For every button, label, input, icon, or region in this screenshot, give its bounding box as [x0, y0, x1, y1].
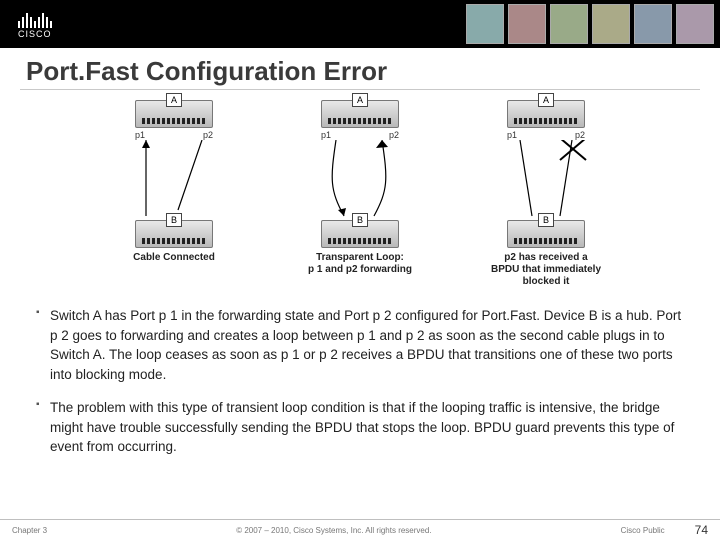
wires-panel-1: [114, 140, 234, 220]
switch-a-icon: A: [321, 100, 399, 128]
logo-bars-icon: [18, 10, 52, 28]
port-p2: p2: [389, 130, 399, 140]
footer-chapter: Chapter 3: [12, 526, 47, 535]
wires-panel-2: [300, 140, 420, 220]
switch-b-icon: B: [507, 220, 585, 248]
banner-photos: [466, 0, 720, 48]
diagram-row: A p1 p2 B Cable Connected A p1 p2: [0, 100, 720, 288]
switch-label-b: B: [538, 213, 554, 227]
switch-label-a: A: [352, 93, 368, 107]
diagram-panel-2: A p1 p2 B Transparent Loop: p 1 and p2 f…: [285, 100, 435, 288]
diagram-panel-1: A p1 p2 B Cable Connected: [99, 100, 249, 288]
logo-text: CISCO: [18, 29, 52, 39]
switch-a-icon: A: [135, 100, 213, 128]
switch-a-icon: A: [507, 100, 585, 128]
port-p1: p1: [135, 130, 145, 140]
slide-title: Port.Fast Configuration Error: [0, 48, 720, 89]
footer: Chapter 3 © 2007 – 2010, Cisco Systems, …: [0, 519, 720, 540]
caption-2: Transparent Loop: p 1 and p2 forwarding: [308, 252, 412, 276]
bullet-1: Switch A has Port p 1 in the forwarding …: [36, 306, 684, 384]
port-labels: p1 p2: [135, 130, 213, 140]
cable-icon: [114, 140, 234, 220]
switch-label-a: A: [538, 93, 554, 107]
footer-public: Cisco Public: [621, 526, 665, 535]
port-labels: p1 p2: [507, 130, 585, 140]
footer-copyright: © 2007 – 2010, Cisco Systems, Inc. All r…: [47, 526, 620, 535]
port-labels: p1 p2: [321, 130, 399, 140]
bullet-2: The problem with this type of transient …: [36, 398, 684, 457]
loop-icon: [300, 140, 420, 220]
wires-panel-3: [486, 140, 606, 220]
diagram-panel-3: A p1 p2 B p2 has received a BPDU that im…: [471, 100, 621, 288]
switch-label-a: A: [166, 93, 182, 107]
switch-label-b: B: [166, 213, 182, 227]
port-p2: p2: [575, 130, 585, 140]
caption-3: p2 has received a BPDU that immediately …: [491, 252, 601, 288]
blocked-icon: [486, 140, 606, 220]
port-p1: p1: [507, 130, 517, 140]
top-banner: CISCO: [0, 0, 720, 48]
switch-b-icon: B: [321, 220, 399, 248]
cisco-logo: CISCO: [18, 10, 52, 39]
caption-1: Cable Connected: [133, 252, 215, 264]
body-text: Switch A has Port p 1 in the forwarding …: [0, 306, 720, 457]
page-number: 74: [695, 523, 708, 537]
title-rule: [20, 89, 700, 90]
port-p1: p1: [321, 130, 331, 140]
switch-label-b: B: [352, 213, 368, 227]
switch-b-icon: B: [135, 220, 213, 248]
port-p2: p2: [203, 130, 213, 140]
